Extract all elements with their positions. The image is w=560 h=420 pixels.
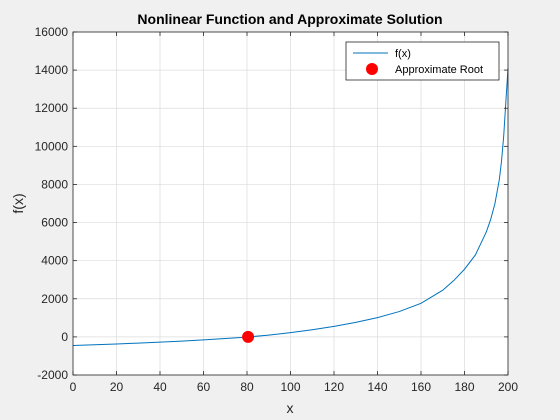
x-tick-label: 100 (280, 380, 300, 394)
x-tick-label: 140 (367, 380, 387, 394)
x-tick-label: 60 (197, 380, 211, 394)
x-tick-label: 40 (153, 380, 167, 394)
y-tick-label: 12000 (35, 101, 69, 115)
y-tick-label: 8000 (41, 177, 68, 191)
legend: f(x) Approximate Root (345, 41, 500, 81)
y-tick-label: -2000 (37, 368, 68, 382)
x-tick-label: 120 (324, 380, 344, 394)
y-tick-label: 16000 (35, 25, 69, 39)
y-tick-label: 0 (61, 330, 68, 344)
chart-title: Nonlinear Function and Approximate Solut… (137, 11, 442, 27)
x-tick-label: 0 (70, 380, 77, 394)
y-tick-label: 6000 (41, 216, 68, 230)
y-tick-label: 14000 (35, 63, 69, 77)
y-tick-label: 10000 (35, 139, 69, 153)
legend-marker-swatch (366, 63, 378, 75)
ticks: 0 20 40 60 80 100 120 140 160 180 200-200002000400… (35, 25, 519, 394)
x-tick-label: 160 (411, 380, 431, 394)
x-tick-label: 80 (240, 380, 254, 394)
legend-entry-fx: f(x) (395, 48, 411, 60)
series-line-fx (72, 68, 509, 346)
y-axis-label: f(x) (10, 193, 26, 213)
approximate-root-point (242, 330, 255, 343)
y-tick-label: 2000 (41, 292, 68, 306)
legend-entry-approximate-root: Approximate Root (395, 64, 483, 76)
x-tick-label: 20 (110, 380, 124, 394)
x-tick-label: 200 (498, 380, 518, 394)
x-tick-label: 180 (454, 380, 474, 394)
y-tick-label: 4000 (41, 254, 68, 268)
series-layer (72, 68, 509, 346)
x-axis-label: x (287, 400, 294, 416)
